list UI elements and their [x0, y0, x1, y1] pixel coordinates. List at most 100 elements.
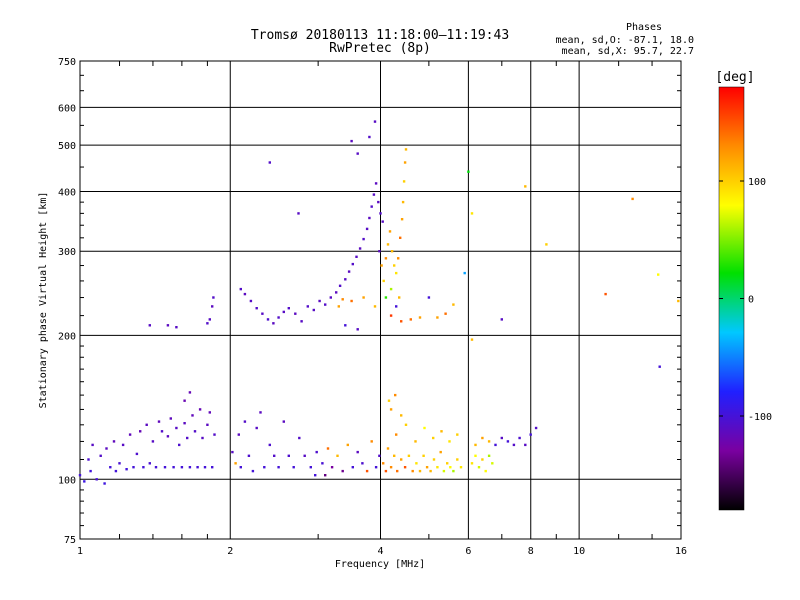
data-point	[414, 440, 417, 443]
x-tick-label: 6	[465, 546, 471, 557]
data-point	[297, 212, 300, 215]
x-tick-label: 2	[227, 546, 233, 557]
data-point	[378, 250, 381, 253]
data-point	[484, 469, 487, 473]
data-point	[432, 436, 435, 440]
data-point	[128, 433, 132, 436]
data-point	[604, 292, 607, 296]
data-point	[402, 180, 406, 183]
data-point	[362, 237, 365, 241]
y-tick-label: 300	[58, 247, 76, 258]
data-point	[400, 414, 403, 417]
data-point	[456, 458, 459, 461]
data-point	[418, 316, 422, 319]
data-point	[87, 458, 90, 461]
data-point	[380, 264, 383, 267]
data-point	[145, 423, 148, 426]
data-point	[395, 271, 398, 275]
data-point	[393, 264, 396, 267]
data-point	[89, 469, 92, 473]
data-point	[500, 318, 503, 321]
data-point	[382, 279, 385, 283]
data-point	[512, 443, 516, 447]
data-point	[198, 408, 202, 411]
data-point	[356, 328, 359, 331]
y-tick-label: 400	[58, 187, 76, 198]
data-point	[105, 447, 108, 450]
data-point	[344, 278, 347, 281]
data-point	[306, 305, 309, 308]
data-point	[432, 458, 436, 461]
data-point	[382, 462, 385, 465]
data-point	[208, 318, 211, 321]
data-point	[409, 318, 412, 321]
data-point	[459, 466, 463, 469]
data-point	[166, 324, 170, 327]
data-point	[183, 399, 186, 402]
data-point	[330, 466, 334, 469]
data-point	[368, 216, 371, 220]
data-point	[298, 436, 301, 440]
data-point	[444, 312, 447, 315]
data-point	[259, 411, 262, 414]
data-point	[368, 135, 371, 139]
data-point	[494, 443, 497, 447]
colorbar-tick-label: 0	[748, 295, 754, 306]
data-point	[440, 430, 443, 433]
data-point	[294, 312, 297, 315]
data-point	[303, 454, 306, 457]
data-point	[166, 435, 170, 438]
data-point	[481, 436, 484, 440]
data-point	[506, 440, 510, 443]
data-point	[160, 430, 164, 433]
data-point	[243, 420, 247, 423]
data-point	[415, 462, 418, 465]
data-point	[154, 466, 158, 469]
data-point	[372, 193, 376, 196]
data-point	[268, 161, 271, 164]
data-point	[261, 312, 264, 315]
data-point	[180, 466, 184, 469]
data-point	[350, 139, 353, 143]
data-point	[449, 466, 452, 469]
data-point	[403, 161, 407, 164]
data-point	[315, 450, 318, 454]
data-point	[193, 430, 197, 433]
data-point	[658, 365, 661, 368]
x-axis-label: Frequency [MHz]	[335, 559, 425, 570]
data-point	[439, 450, 442, 454]
colorbar-tick-label: -100	[748, 412, 772, 423]
data-point	[384, 296, 388, 299]
data-point	[172, 466, 175, 469]
data-point	[399, 236, 402, 239]
y-tick-label: 75	[64, 535, 76, 546]
x-tick-label: 4	[377, 546, 383, 557]
data-point	[425, 466, 429, 469]
chart-subtitle: RwPretec (8p)	[329, 41, 431, 56]
data-point	[387, 399, 391, 402]
data-point	[163, 466, 167, 469]
info-heading: Phases	[626, 22, 662, 33]
data-point	[487, 440, 491, 443]
data-point	[477, 466, 481, 469]
data-point	[91, 443, 94, 447]
data-point	[212, 296, 215, 299]
data-point	[326, 447, 330, 450]
data-point	[677, 299, 680, 303]
data-point	[118, 462, 121, 465]
data-point	[188, 466, 192, 469]
data-point	[378, 454, 381, 457]
data-point	[255, 307, 258, 310]
data-point	[234, 462, 237, 465]
data-point	[463, 271, 466, 275]
data-point	[422, 454, 425, 457]
info-line-x: mean, sd,X: 95.7, 22.7	[562, 46, 694, 57]
data-point	[99, 454, 102, 457]
data-point	[169, 417, 172, 420]
data-point	[175, 426, 178, 430]
data-point	[312, 308, 315, 312]
data-point	[362, 296, 365, 299]
data-point	[112, 440, 116, 443]
data-point	[350, 299, 353, 303]
